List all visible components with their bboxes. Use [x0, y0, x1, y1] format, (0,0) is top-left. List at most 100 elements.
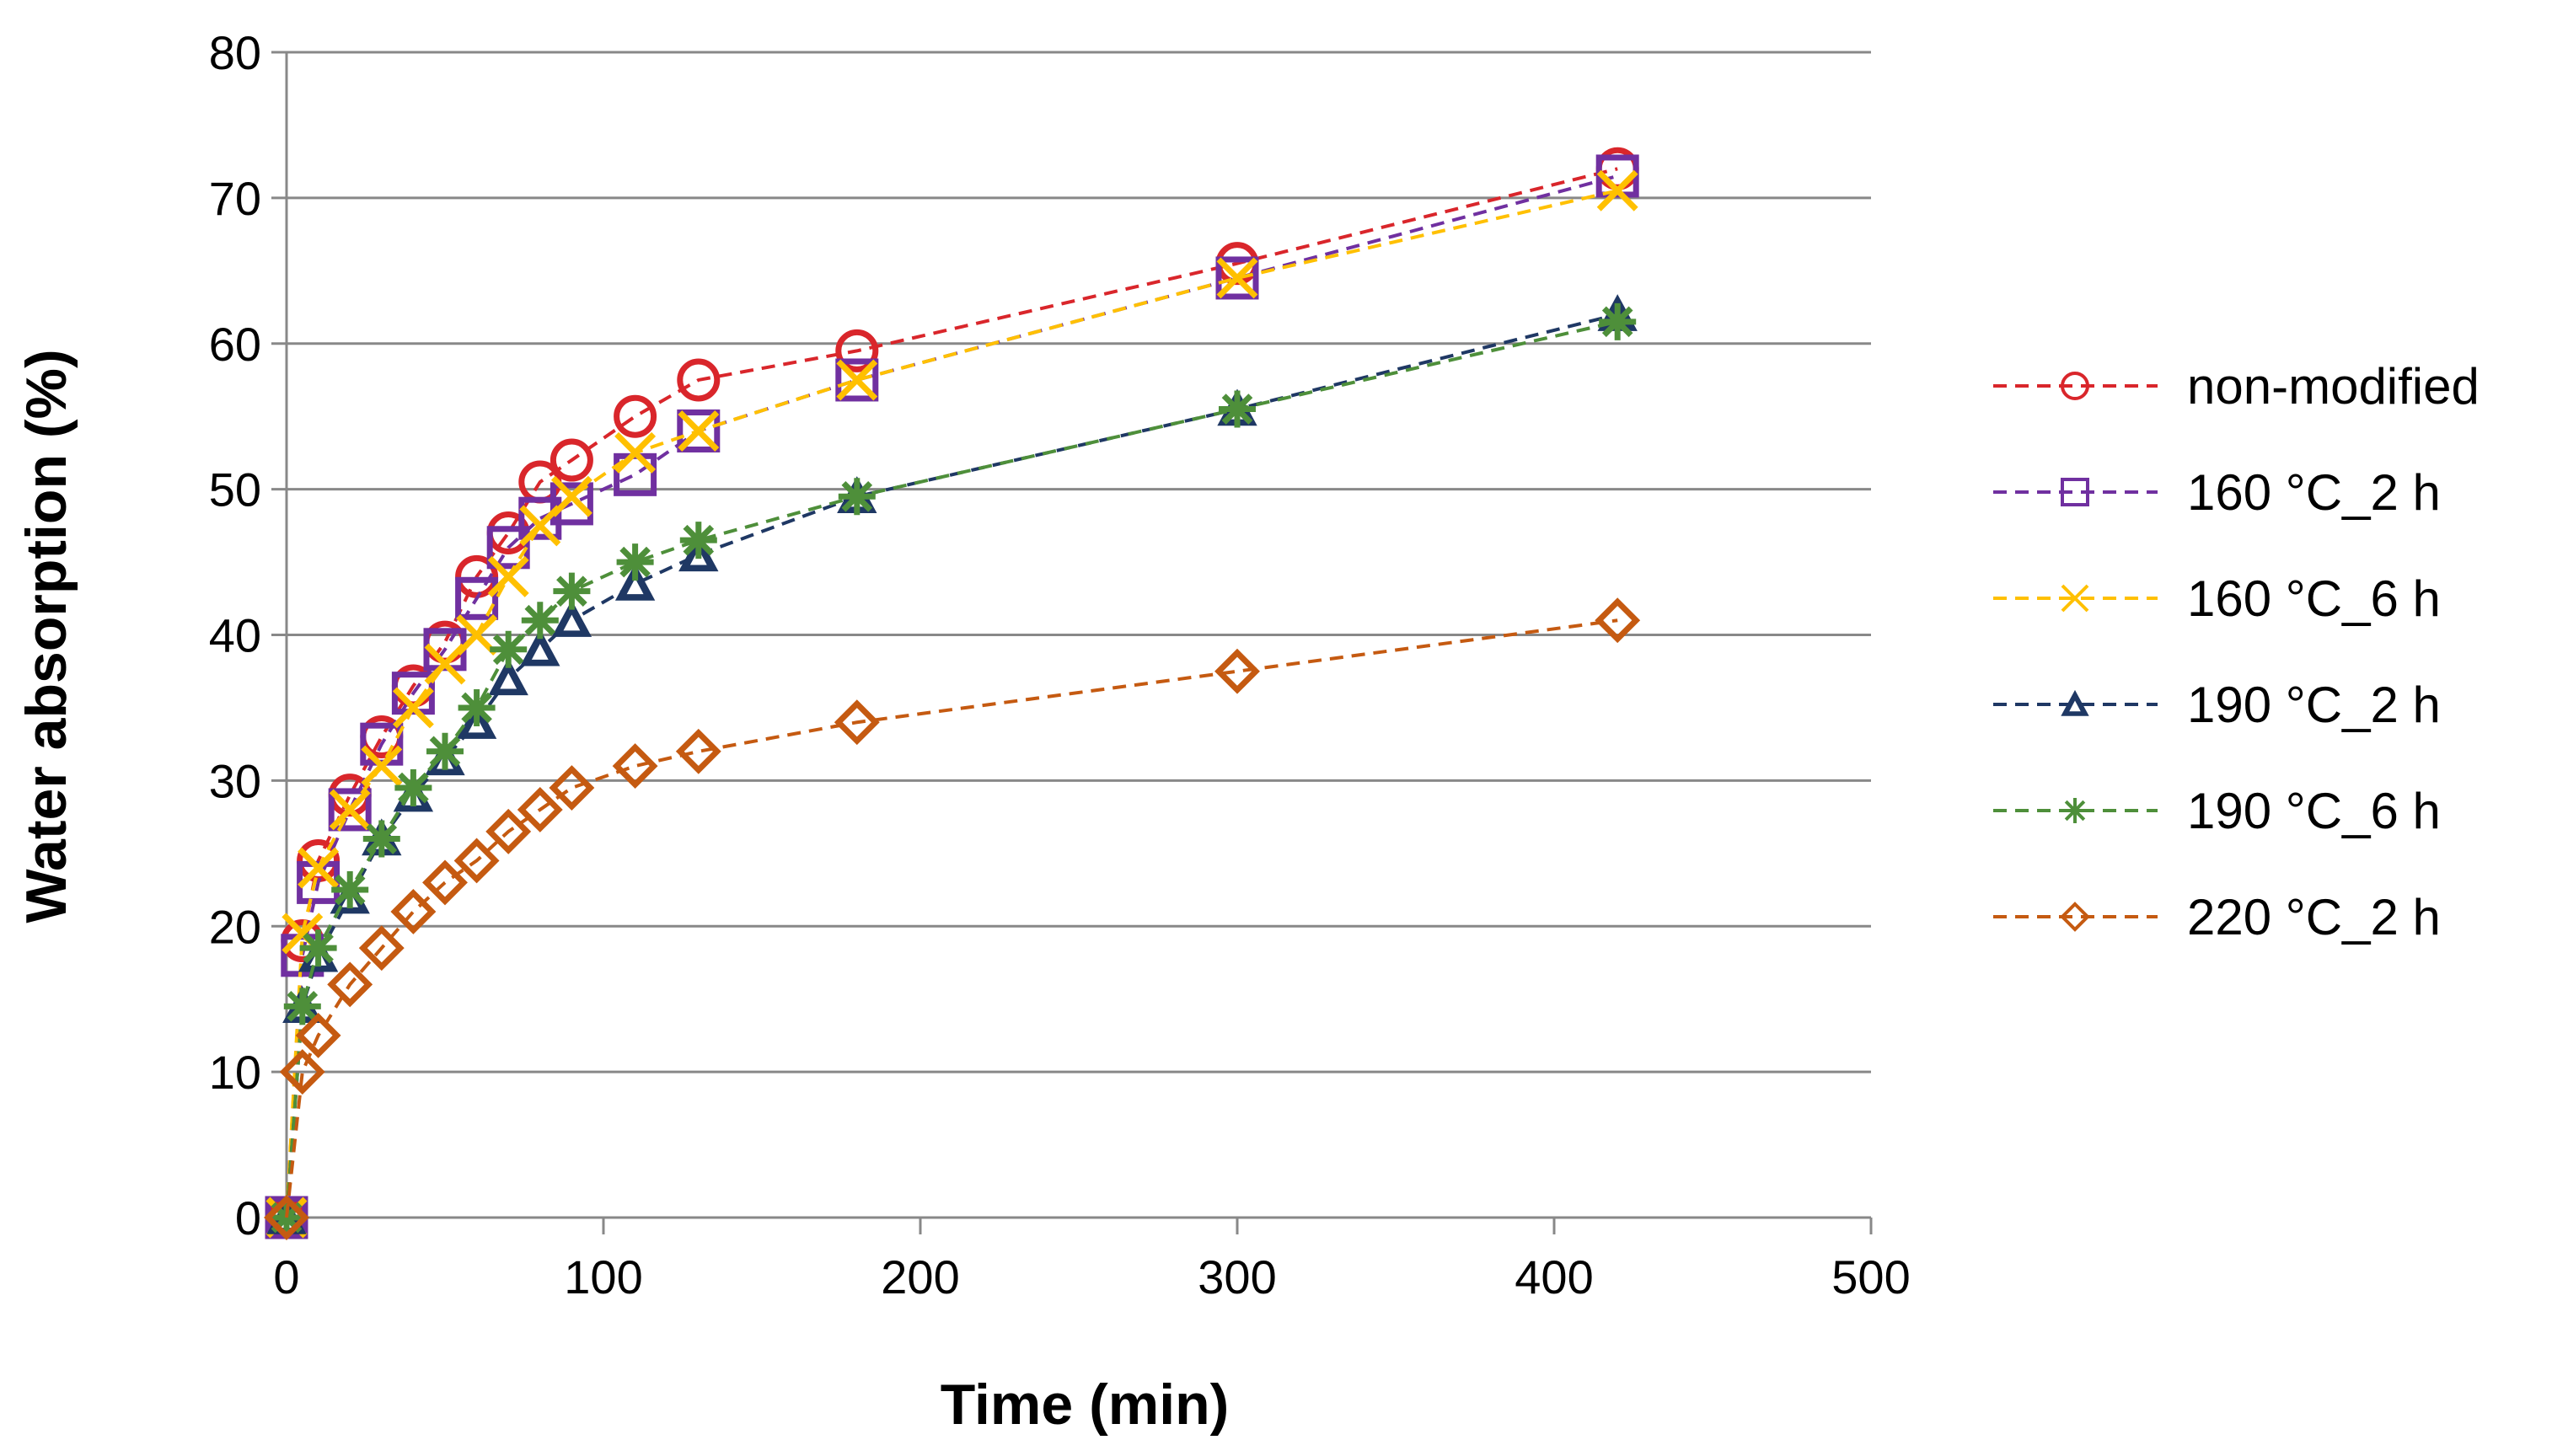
- legend-item-non-modified: non-modified: [1993, 358, 2480, 415]
- x-tick-label-200: 200: [881, 1250, 959, 1303]
- point-220-c-2-h-1-shape: [279, 1049, 325, 1095]
- point-220-c-2-h-9: [517, 787, 563, 832]
- point-160-c-6-h-10: [550, 475, 592, 517]
- legend: non-modified 160 °C_2 h 160 °C_6 h 190 °C_2…: [1993, 358, 2480, 945]
- point-160-c-2-h-14: [1215, 256, 1259, 300]
- point-190-c-6-h-6-shape: [426, 732, 464, 770]
- y-tick-labels: 0 10 20 30 40 50 60 70 80: [209, 26, 261, 1245]
- point-160-c-6-h-15: [1596, 169, 1638, 211]
- point-220-c-2-h-10-shape: [549, 765, 595, 811]
- point-220-c-2-h-6: [422, 859, 468, 906]
- point-160-c-6-h-2-shape: [298, 847, 340, 889]
- point-160-c-6-h-7: [456, 614, 498, 656]
- y-axis-title: Water absorption (%): [14, 349, 78, 923]
- point-220-c-2-h-1: [279, 1049, 325, 1095]
- legend-label-190-c-2-h: 190 °C_2 h: [2187, 677, 2441, 733]
- point-190-c-6-h-10-shape: [553, 572, 591, 610]
- point-220-c-2-h-5: [390, 889, 437, 934]
- point-160-c-2-h-12-shape: [677, 409, 721, 452]
- series-190-c-2-h: [266, 294, 1638, 1234]
- point-190-c-6-h-11: [616, 543, 654, 581]
- point-non-modified-7: [455, 554, 499, 598]
- y-tick-label-80: 80: [209, 26, 261, 79]
- point-220-c-2-h-7-shape: [453, 838, 500, 884]
- point-220-c-2-h-11-shape: [612, 743, 658, 790]
- y-tick-label-50: 50: [209, 463, 261, 517]
- point-220-c-2-h-10: [549, 765, 595, 811]
- point-190-c-2-h-9: [520, 629, 560, 666]
- point-190-c-2-h-9-inner: [531, 644, 549, 660]
- y-tick-label-20: 20: [209, 900, 261, 953]
- point-190-c-6-h-13: [838, 478, 876, 516]
- point-non-modified-10: [550, 438, 593, 482]
- point-160-c-6-h-12: [678, 410, 720, 452]
- point-160-c-2-h-7: [455, 576, 499, 620]
- point-220-c-2-h-3-shape: [327, 961, 373, 1008]
- point-160-c-6-h-14: [1216, 257, 1258, 299]
- legend-marker-160-c-6-h: [2061, 584, 2089, 613]
- y-tick-label-0: 0: [235, 1191, 261, 1245]
- point-220-c-2-h-11: [612, 743, 658, 790]
- point-190-c-6-h-11-shape: [616, 543, 654, 581]
- line-160-c-6-h: [285, 189, 1618, 1218]
- point-190-c-6-h-5-shape: [394, 769, 432, 807]
- point-220-c-2-h-8-shape: [485, 808, 532, 854]
- point-160-c-6-h-3: [329, 789, 371, 831]
- point-160-c-6-h-11: [614, 431, 657, 474]
- point-160-c-6-h-4-shape: [361, 745, 403, 787]
- point-220-c-2-h-6-shape: [422, 859, 468, 906]
- point-190-c-6-h-4-shape: [362, 820, 400, 858]
- point-160-c-6-h-10-shape: [550, 475, 592, 517]
- point-non-modified-10-shape: [550, 438, 593, 482]
- x-axis-title: Time (min): [941, 1373, 1230, 1437]
- axes: [271, 51, 1873, 1234]
- legend-marker-160-c-2-h-shape: [2061, 478, 2089, 506]
- point-160-c-6-h-2: [298, 847, 340, 889]
- point-190-c-6-h-5: [394, 769, 432, 807]
- point-190-c-6-h-8-shape: [490, 630, 528, 668]
- series-layer: [264, 147, 1641, 1240]
- legend-marker-190-c-2-h: [2061, 689, 2089, 716]
- legend-marker-190-c-6-h-shape: [2062, 798, 2088, 823]
- point-non-modified-12-shape: [677, 358, 721, 402]
- series-non-modified: [265, 147, 1639, 1239]
- point-190-c-6-h-2-shape: [299, 929, 337, 967]
- point-190-c-2-h-10-inner: [563, 614, 581, 631]
- point-220-c-2-h-9-shape: [517, 787, 563, 832]
- point-190-c-2-h-11-inner: [626, 578, 644, 595]
- point-190-c-6-h-1: [283, 988, 321, 1025]
- line-190-c-2-h: [285, 313, 1618, 1218]
- legend-marker-non-modified: [2061, 372, 2089, 400]
- point-160-c-2-h-13-shape: [835, 358, 879, 402]
- line-220-c-2-h: [285, 618, 1618, 1218]
- x-tick-label-300: 300: [1198, 1250, 1276, 1303]
- point-non-modified-11: [614, 394, 657, 438]
- point-190-c-6-h-13-shape: [838, 478, 876, 516]
- point-190-c-6-h-8: [490, 630, 528, 668]
- point-220-c-2-h-2: [295, 1012, 341, 1058]
- legend-marker-non-modified-shape: [2061, 372, 2089, 400]
- y-tick-label-10: 10: [209, 1046, 261, 1099]
- point-190-c-6-h-2: [299, 929, 337, 967]
- point-160-c-6-h-7-shape: [456, 614, 498, 656]
- legend-item-220-c-2-h: 220 °C_2 h: [1993, 889, 2441, 945]
- legend-marker-160-c-6-h-shape: [2061, 584, 2089, 613]
- point-220-c-2-h-7: [453, 838, 500, 884]
- point-160-c-2-h-10-shape: [550, 482, 593, 526]
- point-220-c-2-h-12: [675, 728, 721, 774]
- x-tick-label-400: 400: [1515, 1250, 1593, 1303]
- point-220-c-2-h-3: [327, 961, 373, 1008]
- point-160-c-6-h-15-shape: [1596, 169, 1638, 211]
- legend-item-160-c-2-h: 160 °C_2 h: [1993, 464, 2441, 521]
- point-160-c-6-h-12-shape: [678, 410, 720, 452]
- point-190-c-6-h-14-shape: [1219, 390, 1256, 428]
- point-190-c-6-h-3: [331, 871, 369, 909]
- point-190-c-6-h-4: [362, 820, 400, 858]
- legend-marker-220-c-2-h-shape: [2060, 902, 2090, 932]
- point-non-modified-7-shape: [455, 554, 499, 598]
- point-190-c-6-h-9: [521, 602, 559, 640]
- point-220-c-2-h-15-shape: [1595, 597, 1641, 644]
- point-non-modified-13-shape: [835, 329, 879, 372]
- point-220-c-2-h-0-shape: [264, 1195, 309, 1240]
